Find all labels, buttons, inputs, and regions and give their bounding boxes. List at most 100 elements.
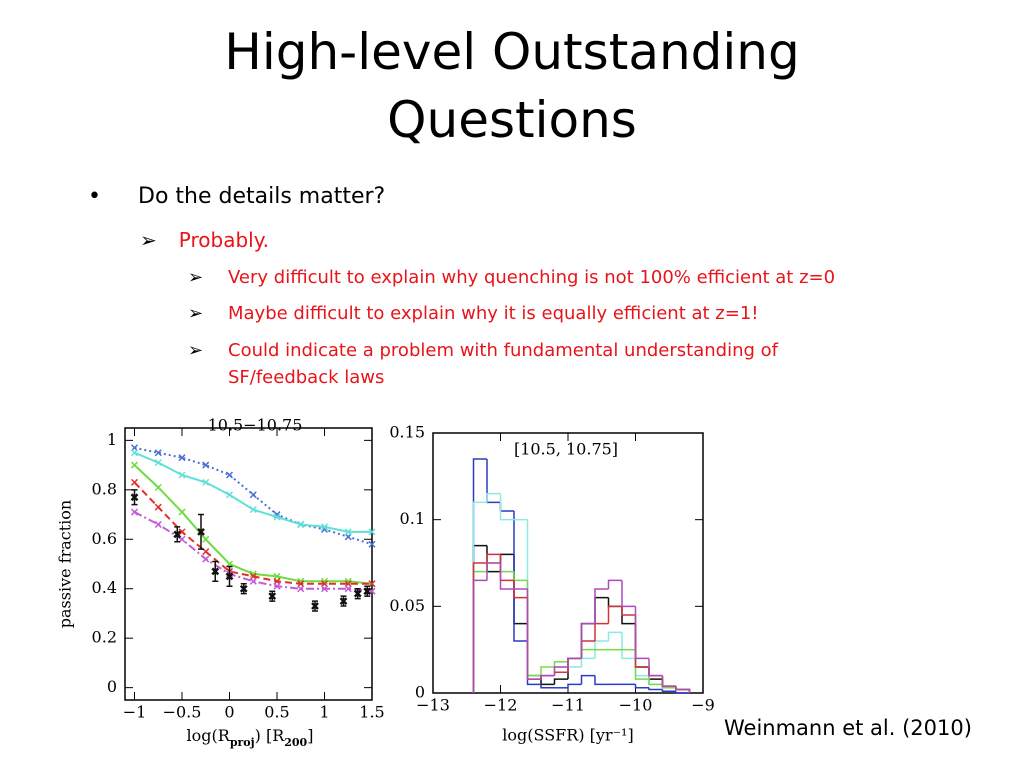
series-line (133, 481, 372, 585)
bullet-text: Do the details matter? (138, 184, 386, 209)
arrow: ➢ (188, 267, 204, 288)
histogram-step (486, 562, 501, 572)
marker (344, 528, 352, 536)
histogram-step (621, 606, 636, 616)
histogram-step (486, 545, 501, 573)
y-tick-label: 0.1 (400, 509, 425, 528)
histogram-step (472, 562, 487, 693)
histogram-step (621, 580, 636, 608)
plot-frame (124, 427, 373, 701)
histogram-step (499, 563, 514, 573)
marker (202, 478, 210, 486)
histogram-step (499, 553, 514, 572)
marker (178, 528, 186, 536)
histogram-step (648, 675, 663, 686)
item-text: Very difficult to explain why quenching … (228, 267, 836, 288)
histogram-step (594, 622, 609, 641)
histogram-step (540, 684, 555, 689)
x-axis-label: log(SSFR) [yr⁻¹] (502, 726, 633, 745)
histogram-step (661, 689, 676, 693)
x-tick-label: 0.5 (264, 703, 289, 722)
histogram-step (513, 511, 528, 642)
marker (297, 520, 305, 528)
marker (202, 535, 210, 543)
y-tick-label: 0.2 (92, 628, 117, 647)
histogram-step (594, 675, 609, 686)
marker (249, 577, 257, 585)
point (353, 589, 362, 598)
x-tick-label: 1.5 (359, 703, 384, 722)
histogram-step (567, 657, 582, 667)
histogram-step (634, 615, 649, 668)
marker (225, 471, 234, 479)
histogram-step (580, 657, 595, 667)
histogram-step (634, 684, 649, 689)
x-label-part: ] (307, 726, 313, 745)
histogram-step (526, 641, 541, 686)
histogram-step (553, 666, 568, 676)
histogram-step (675, 687, 691, 693)
point (130, 493, 139, 502)
histogram-step (540, 674, 555, 680)
marker (344, 585, 352, 593)
histogram-step (648, 658, 663, 677)
histogram-step (472, 570, 487, 693)
x-tick-label: −9 (691, 696, 715, 715)
marker (297, 585, 305, 593)
histogram-step (553, 678, 568, 685)
histogram-step (526, 623, 541, 677)
histogram-step (675, 687, 691, 693)
histogram-step (486, 459, 501, 504)
x-tick-label: −13 (416, 696, 450, 715)
sub-bullet-text: Probably. (178, 228, 270, 252)
y-tick-label: 0.6 (92, 529, 117, 548)
histogram-step (580, 622, 595, 659)
y-tick-label: 0.4 (92, 578, 117, 597)
histogram-step (580, 674, 595, 685)
point (311, 602, 319, 610)
bullet: • Do the details matter? (88, 184, 385, 209)
series-line (134, 511, 373, 593)
histogram-step (567, 657, 582, 680)
histogram-step (648, 667, 663, 680)
x-axis-label: log(Rproj) [R200] (187, 726, 314, 749)
point (239, 584, 248, 593)
histogram-step (580, 648, 595, 659)
histogram-step (661, 675, 676, 687)
histogram-step (553, 661, 568, 667)
histogram-step (540, 675, 555, 686)
histogram-step (553, 671, 568, 676)
marker (130, 449, 139, 457)
histogram-step (648, 687, 663, 691)
series-line (133, 464, 373, 585)
histogram-step (486, 562, 501, 581)
x-tick-label: −11 (551, 696, 585, 715)
point (363, 587, 372, 596)
histogram-step (526, 519, 541, 677)
histogram-step (472, 458, 487, 693)
marker (320, 585, 329, 593)
marker (154, 449, 162, 457)
histogram-step (472, 501, 487, 693)
x-label-sub: proj (230, 736, 255, 749)
histogram-step (513, 580, 528, 599)
histogram-step (661, 675, 676, 687)
point (197, 527, 205, 536)
histogram-step (499, 554, 514, 582)
citation: Weinmann et al. (2010) (724, 716, 972, 740)
marker (130, 478, 139, 486)
marker (249, 491, 257, 499)
histogram-step (472, 544, 487, 693)
chart-title: [10.5, 10.75] (514, 440, 618, 459)
x-tick-label: 0 (224, 703, 234, 722)
histogram-step (675, 686, 691, 693)
item-text: Could indicate a problem with fundamenta… (228, 340, 778, 388)
histogram-step (594, 588, 609, 624)
marker (273, 582, 281, 590)
point (339, 597, 348, 605)
histogram-step (526, 580, 541, 677)
item: ➢ Very difficult to explain why quenching… (188, 264, 888, 291)
histogram-step (634, 606, 649, 660)
histogram-step (648, 667, 663, 677)
